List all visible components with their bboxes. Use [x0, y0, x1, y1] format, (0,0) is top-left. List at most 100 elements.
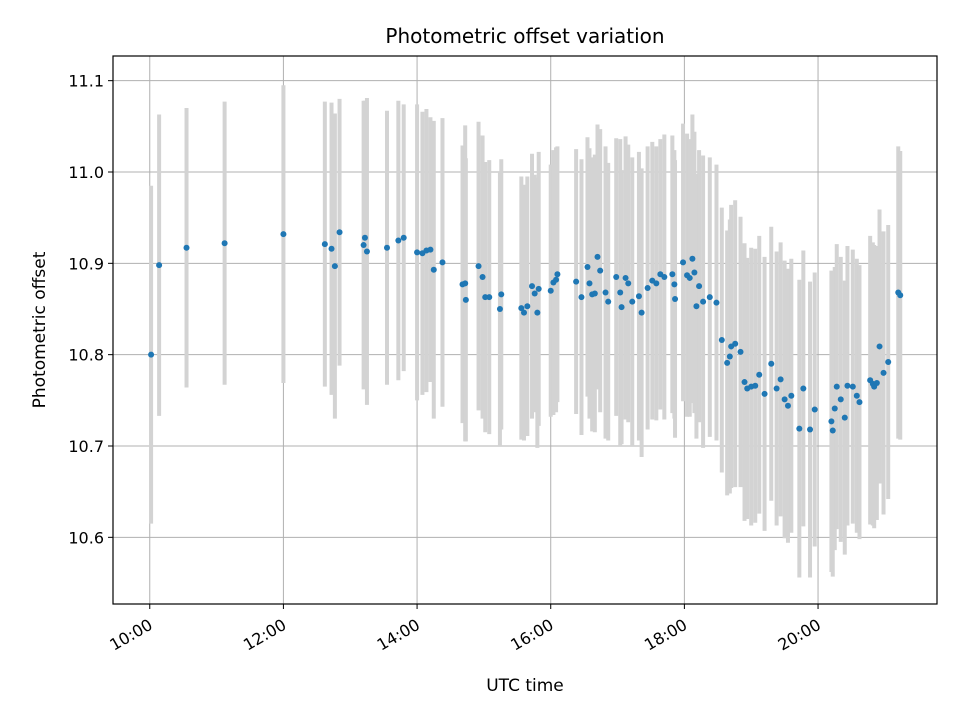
- data-point: [788, 392, 795, 399]
- data-point: [531, 290, 538, 297]
- data-points: [148, 229, 904, 434]
- data-point: [672, 295, 679, 302]
- data-point: [479, 274, 486, 281]
- data-point: [800, 385, 807, 392]
- data-point: [811, 406, 818, 413]
- data-point: [691, 269, 698, 276]
- data-point: [613, 274, 620, 281]
- data-point: [400, 234, 407, 241]
- data-point: [520, 309, 527, 316]
- data-point: [554, 271, 561, 278]
- data-point: [653, 280, 660, 287]
- y-tick-label: 10.6: [68, 528, 104, 547]
- data-point: [498, 291, 505, 298]
- data-point: [880, 369, 887, 376]
- data-point: [617, 289, 624, 296]
- y-axis-ticks: 10.6 10.7 10.8 10.9 11.0 11.1: [68, 72, 113, 547]
- data-point: [741, 379, 748, 386]
- data-point: [547, 287, 554, 294]
- data-point: [591, 290, 598, 297]
- data-point: [737, 348, 744, 355]
- data-point: [625, 280, 632, 287]
- data-point: [331, 263, 338, 270]
- data-point: [427, 246, 434, 253]
- data-point: [529, 283, 536, 290]
- data-point: [280, 231, 287, 238]
- data-point: [629, 298, 636, 305]
- data-point: [752, 382, 759, 389]
- data-point: [833, 383, 840, 390]
- y-tick-label: 10.7: [68, 437, 104, 456]
- data-point: [622, 274, 629, 281]
- data-point: [773, 385, 780, 392]
- data-point: [597, 267, 604, 274]
- chart-title: Photometric offset variation: [385, 24, 664, 48]
- data-point: [841, 414, 848, 421]
- data-point: [686, 274, 693, 281]
- data-point: [524, 303, 531, 310]
- data-point: [768, 360, 775, 367]
- data-point: [796, 425, 803, 432]
- data-point: [221, 240, 228, 247]
- data-point: [844, 382, 851, 389]
- data-point: [535, 285, 542, 292]
- data-point: [584, 263, 591, 270]
- data-point: [777, 376, 784, 383]
- data-point: [726, 353, 733, 360]
- data-point: [430, 266, 437, 273]
- data-point: [618, 304, 625, 311]
- data-point: [837, 396, 844, 403]
- data-point: [781, 396, 788, 403]
- data-point: [573, 278, 580, 285]
- data-point: [486, 294, 493, 301]
- data-point: [361, 234, 368, 241]
- data-point: [644, 284, 651, 291]
- y-tick-label: 11.1: [68, 72, 104, 91]
- data-point: [328, 245, 335, 252]
- data-point: [578, 294, 585, 301]
- y-tick-label: 10.8: [68, 346, 104, 365]
- data-point: [761, 390, 768, 397]
- data-point: [363, 248, 370, 255]
- data-point: [360, 242, 367, 249]
- data-point: [462, 296, 469, 303]
- data-point: [602, 289, 609, 296]
- data-point: [831, 405, 838, 412]
- data-point: [518, 305, 525, 312]
- data-point: [853, 392, 860, 399]
- data-point: [638, 309, 645, 316]
- data-point: [671, 281, 678, 288]
- data-point: [829, 427, 836, 434]
- data-point: [148, 351, 155, 358]
- data-point: [756, 371, 763, 378]
- data-point: [689, 255, 696, 262]
- data-point: [828, 418, 835, 425]
- data-point: [713, 299, 720, 306]
- data-point: [594, 253, 601, 260]
- data-point: [475, 263, 482, 270]
- data-point: [661, 274, 668, 281]
- data-point: [605, 298, 612, 305]
- data-point: [439, 259, 446, 266]
- data-point: [680, 259, 687, 266]
- data-point: [807, 426, 814, 433]
- data-point: [383, 244, 390, 251]
- data-point: [395, 237, 402, 244]
- data-point: [700, 298, 707, 305]
- data-point: [732, 340, 739, 347]
- data-point: [693, 303, 700, 310]
- data-point: [718, 337, 725, 344]
- data-point: [873, 379, 880, 386]
- data-point: [669, 271, 676, 278]
- data-point: [784, 402, 791, 409]
- data-point: [553, 276, 560, 283]
- data-point: [706, 294, 713, 301]
- data-point: [414, 249, 421, 256]
- data-point: [462, 280, 469, 287]
- x-axis-label: UTC time: [486, 676, 564, 696]
- data-point: [876, 343, 883, 350]
- plot-frame: [112, 55, 938, 605]
- data-point: [856, 399, 863, 406]
- data-point: [336, 229, 343, 236]
